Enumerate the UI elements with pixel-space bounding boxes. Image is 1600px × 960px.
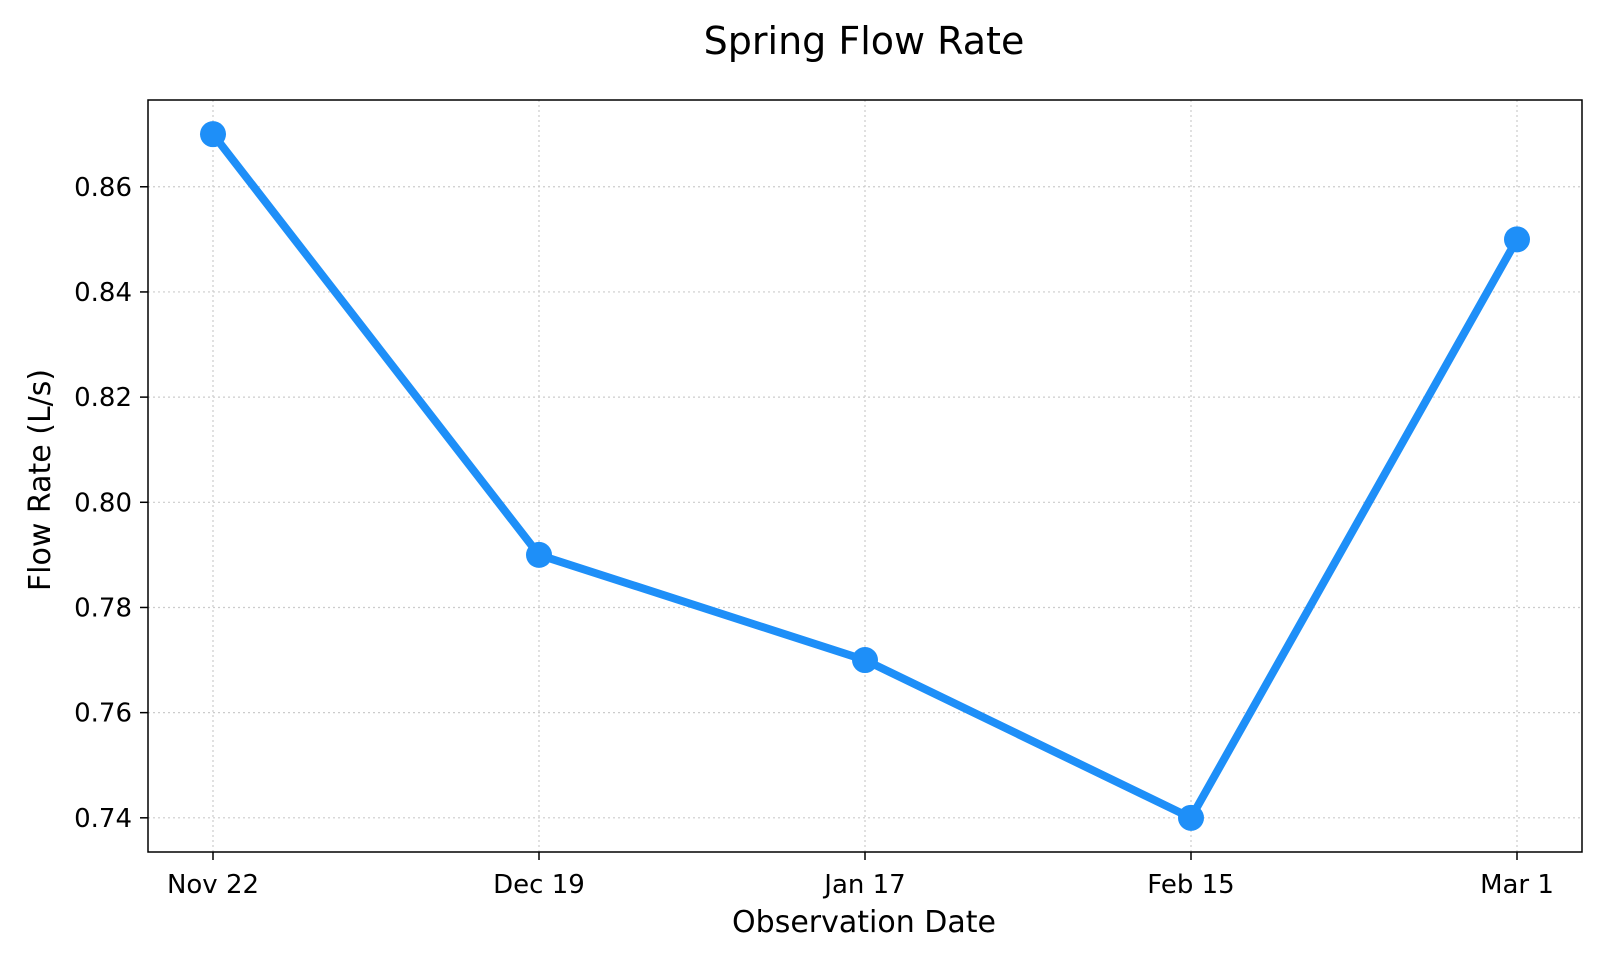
x-tick-label: Dec 19 xyxy=(493,870,585,900)
y-tick-label: 0.74 xyxy=(74,804,132,834)
chart-title: Spring Flow Rate xyxy=(704,19,1025,63)
x-tick-label: Jan 17 xyxy=(822,870,905,900)
y-tick-label: 0.80 xyxy=(74,488,132,518)
x-axis-label: Observation Date xyxy=(732,905,996,940)
y-tick-label: 0.82 xyxy=(74,383,132,413)
plot-area-frame xyxy=(147,99,1583,853)
grid-lines xyxy=(148,100,1582,852)
y-tick-label: 0.76 xyxy=(74,699,132,729)
data-point xyxy=(1504,226,1530,253)
data-point xyxy=(1178,804,1204,831)
y-tick-label: 0.84 xyxy=(74,278,132,308)
data-series xyxy=(200,121,1530,831)
x-tick-label: Mar 1 xyxy=(1480,870,1554,900)
x-tick-label: Nov 22 xyxy=(167,870,259,900)
y-tick-label: 0.86 xyxy=(74,173,132,203)
data-point xyxy=(852,647,878,674)
data-point xyxy=(526,541,552,568)
axes: 0.74 0.76 0.78 0.80 0.82 0.84 0.86 Nov 22 Dec 19… xyxy=(74,99,1583,900)
y-axis-label: Flow Rate (L/s) xyxy=(23,369,58,591)
x-tick-label: Feb 15 xyxy=(1147,870,1234,900)
y-tick-label: 0.78 xyxy=(74,593,132,623)
data-point xyxy=(200,121,226,148)
